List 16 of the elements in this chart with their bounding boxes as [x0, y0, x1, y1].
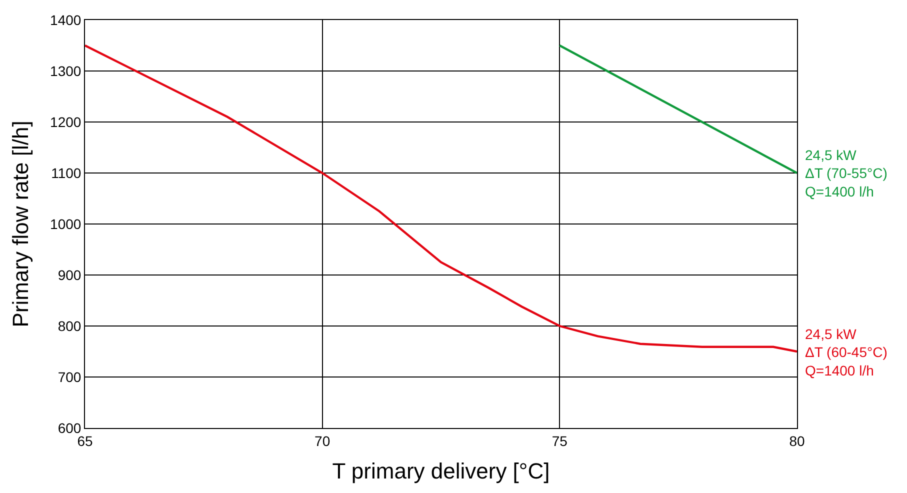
line-series: [85, 44, 797, 353]
y-tick-label: 700: [58, 368, 82, 385]
series-label: 24,5 kW ΔT (70-55°C) Q=1400 l/h: [805, 147, 888, 200]
y-tick-label: 1400: [50, 12, 82, 28]
y-tick-label: 800: [58, 318, 82, 334]
x-tick-label: 80: [789, 432, 805, 449]
y-tick-label: 1100: [51, 164, 82, 181]
y-tick-label: 1300: [50, 62, 82, 79]
x-tick-label: 75: [552, 432, 568, 449]
y-tick-label: 1000: [50, 216, 82, 232]
y-axis-title: Primary flow rate [l/h]: [8, 120, 33, 328]
x-tick-label: 70: [314, 432, 330, 449]
y-tick-label: 1200: [50, 114, 82, 130]
y-tick-label: 900: [58, 266, 82, 283]
series-label: 24,5 kW ΔT (60-45°C) Q=1400 l/h: [805, 326, 888, 378]
x-axis-title: T primary delivery [°C]: [332, 458, 550, 484]
